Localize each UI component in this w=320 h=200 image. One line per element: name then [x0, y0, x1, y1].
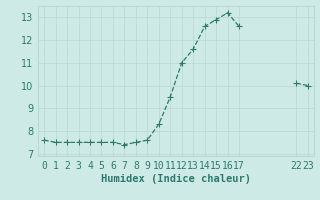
- X-axis label: Humidex (Indice chaleur): Humidex (Indice chaleur): [101, 174, 251, 184]
